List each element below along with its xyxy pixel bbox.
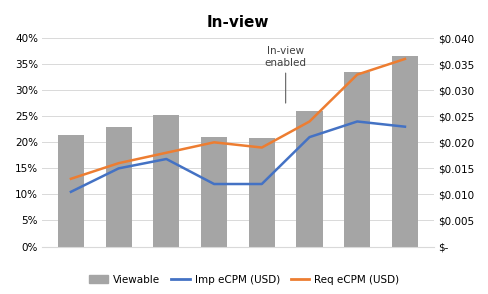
Bar [391,56,417,247]
Text: In-view
enabled: In-view enabled [264,46,306,103]
Bar [58,135,84,247]
Title: In-view: In-view [206,15,268,30]
Bar [153,115,179,247]
Bar [296,111,322,247]
Bar [201,137,227,247]
Legend: Viewable, Imp eCPM (USD), Req eCPM (USD): Viewable, Imp eCPM (USD), Req eCPM (USD) [85,270,403,289]
Bar [248,138,274,247]
Bar [344,72,369,247]
Bar [105,127,131,247]
